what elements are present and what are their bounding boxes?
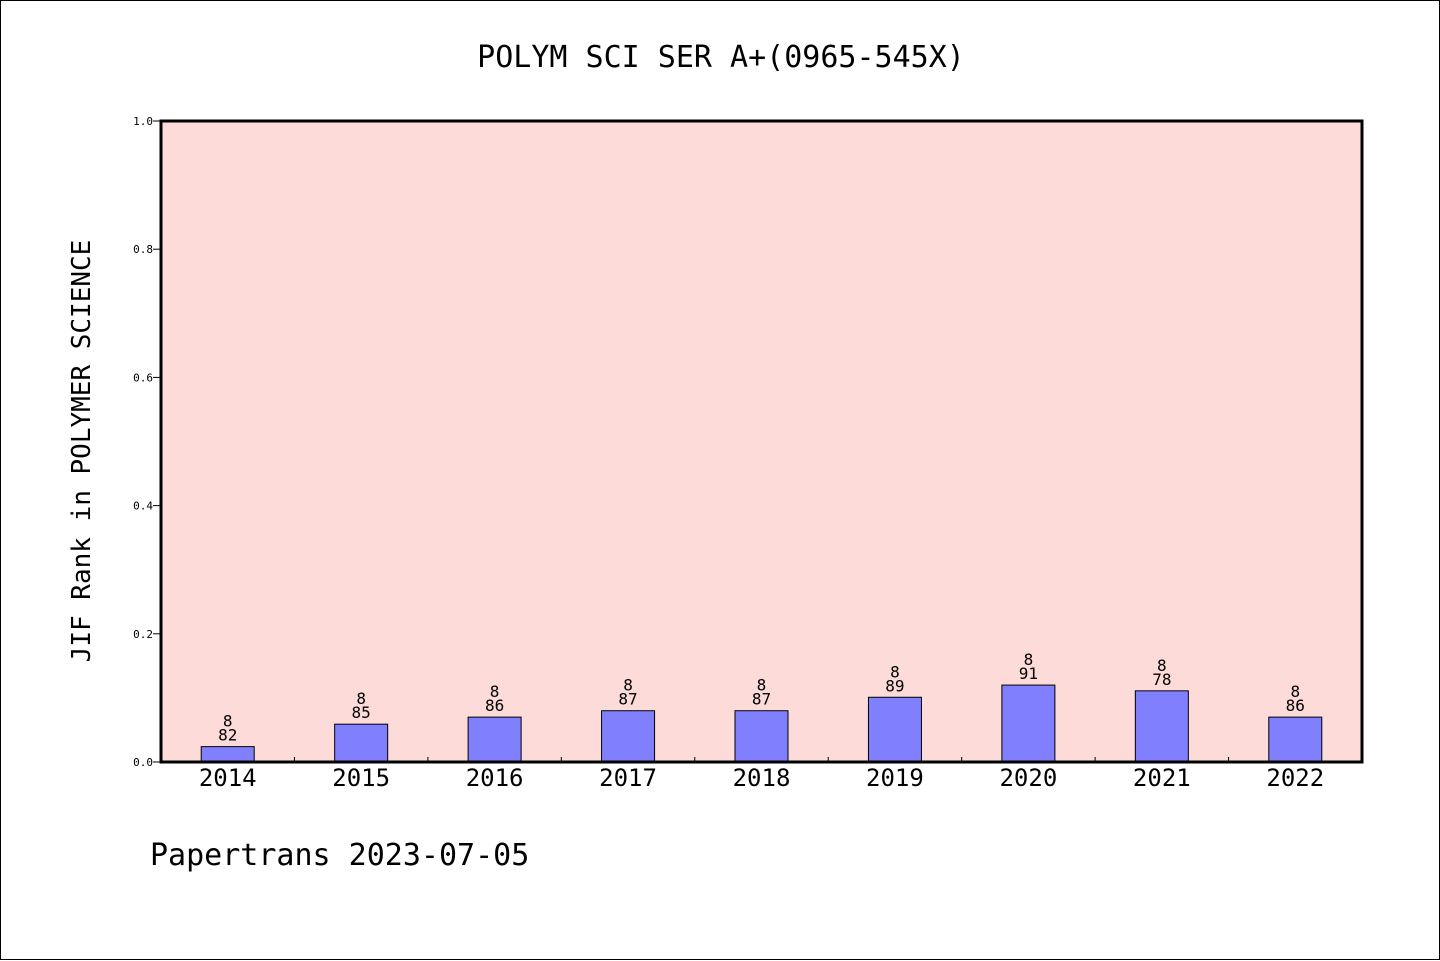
bar-label-top: 8 [757, 676, 767, 695]
plot-border [159, 119, 1364, 764]
x-axis-ticks: 2014 2015 2016 2017 2018 2019 2020 2021 2022 [199, 757, 1324, 792]
bar-label-bottom: 91 [1019, 664, 1038, 683]
y-axis-label: JIF Rank in POLYMER SCIENCE [67, 240, 97, 663]
bar-label-top: 8 [490, 682, 500, 701]
bar [467, 716, 522, 763]
bar [334, 723, 389, 763]
bar-label-bottom: 86 [485, 696, 504, 715]
bar [734, 710, 789, 763]
footer-text: Papertrans 2023-07-05 [150, 838, 529, 873]
x-tick-label: 2022 [1266, 764, 1324, 792]
x-tick-label: 2019 [866, 764, 924, 792]
bar-label-top: 8 [623, 676, 633, 695]
bar-label-bottom: 87 [752, 690, 771, 709]
x-tick-label: 2020 [999, 764, 1057, 792]
y-tick-label: 0.2 [133, 628, 153, 641]
bar-label-bottom: 89 [885, 676, 904, 695]
bar [1001, 684, 1056, 763]
bar-label-bottom: 78 [1152, 670, 1171, 689]
x-tick-label: 2021 [1133, 764, 1191, 792]
x-tick-label: 2017 [599, 764, 657, 792]
bars-group [200, 684, 1323, 763]
bar-label-top: 8 [223, 712, 233, 731]
plot-area [161, 121, 1362, 762]
bar-label-top: 8 [356, 689, 366, 708]
bar [1268, 716, 1323, 763]
chart-title: POLYM SCI SER A+(0965-545X) [477, 40, 965, 75]
bar [200, 746, 255, 763]
x-tick-label: 2016 [466, 764, 524, 792]
bar-label-top: 8 [890, 662, 900, 681]
bar-label-top: 8 [1157, 656, 1167, 675]
bar [867, 696, 922, 763]
y-tick-label: 0.8 [133, 243, 153, 256]
x-tick-label: 2018 [733, 764, 791, 792]
y-tick-label: 0.4 [133, 500, 153, 513]
bar-label-bottom: 87 [618, 690, 637, 709]
y-axis-ticks: 0.0 0.2 0.4 0.6 0.8 1.0 [133, 115, 161, 769]
bar-label-bottom: 82 [218, 726, 237, 745]
y-tick-label: 1.0 [133, 115, 153, 128]
y-tick-label: 0.6 [133, 371, 153, 384]
bar [601, 710, 656, 763]
bar-label-top: 8 [1024, 650, 1034, 669]
bar [1134, 690, 1189, 763]
x-tick-label: 2015 [332, 764, 390, 792]
x-tick-label: 2014 [199, 764, 257, 792]
bar-label-bottom: 86 [1286, 696, 1305, 715]
bar-label-bottom: 85 [352, 703, 371, 722]
bar-label-top: 8 [1290, 682, 1300, 701]
y-tick-label: 0.0 [133, 756, 153, 769]
